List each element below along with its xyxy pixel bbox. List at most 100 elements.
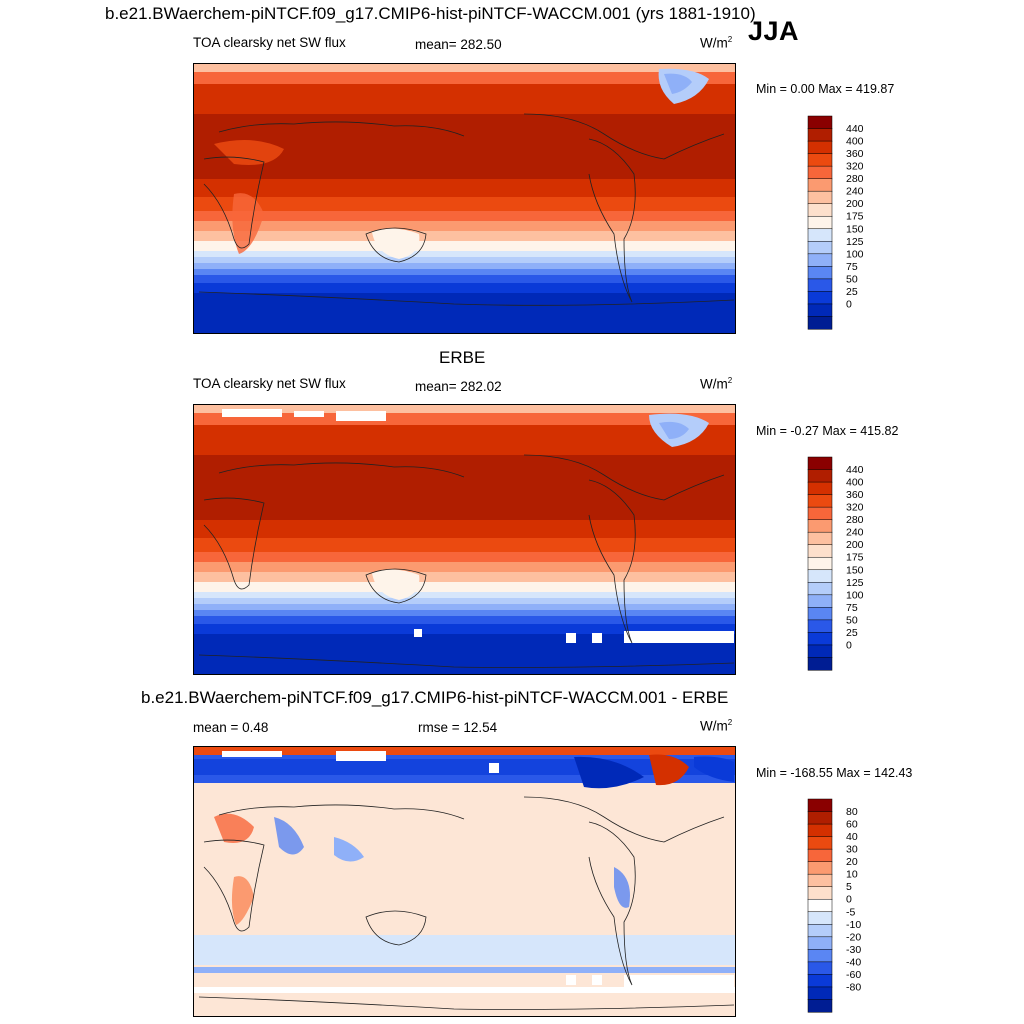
panel-2-minmax: Min = -0.27 Max = 415.82 [756, 424, 899, 438]
colorbar-tick-label: 200 [846, 198, 864, 210]
colorbar-segment [807, 153, 833, 167]
colorbar-segment [807, 873, 833, 888]
colorbar-segment [807, 657, 833, 671]
colorbar-tick-label: 50 [846, 273, 858, 285]
colorbar-tick-label: 60 [846, 819, 858, 831]
colorbar-segment [807, 190, 833, 205]
colorbar-segment [807, 544, 833, 558]
colorbar-segment [807, 823, 833, 838]
colorbar-segment [807, 886, 833, 900]
colorbar-segment [807, 519, 833, 533]
colorbar-segment [807, 569, 833, 583]
panel-3-map [193, 746, 736, 1017]
colorbar-tick-label: 25 [846, 286, 858, 298]
colorbar-tick-label: 320 [846, 161, 864, 173]
panel-1-map [193, 63, 736, 334]
colorbar-segment [807, 253, 833, 267]
colorbar-segment [807, 974, 833, 988]
colorbar-tick-label: 0 [846, 639, 852, 651]
colorbar-tick-label: 25 [846, 627, 858, 639]
colorbar-tick-label: 440 [846, 464, 864, 476]
colorbar-segment [807, 128, 833, 142]
panel-2-units: W/m2 [700, 376, 733, 392]
colorbar-segment [807, 986, 833, 1001]
colorbar-segment [807, 632, 833, 646]
panel-3-title: b.e21.BWaerchem-piNTCF.f09_g17.CMIP6-his… [141, 688, 729, 707]
colorbar-tick-label: 320 [846, 502, 864, 514]
colorbar-tick-label: 0 [846, 298, 852, 310]
colorbar-tick-label: -60 [846, 969, 861, 981]
colorbar-segment [807, 924, 833, 938]
colorbar-tick-label: 20 [846, 856, 858, 868]
colorbar-tick-label: -20 [846, 931, 861, 943]
colorbar-tick-label: 240 [846, 186, 864, 198]
colorbar-segment [807, 961, 833, 975]
colorbar-tick-label: 360 [846, 489, 864, 501]
colorbar-segment [807, 456, 833, 471]
colorbar-segment [807, 165, 833, 180]
colorbar-tick-label: -80 [846, 981, 861, 993]
panel-3-mean: mean = 0.48 [193, 720, 269, 735]
colorbar-segment [807, 278, 833, 292]
colorbar-tick-label: 280 [846, 173, 864, 185]
colorbar-segment [807, 811, 833, 825]
colorbar-tick-label: 80 [846, 806, 858, 818]
panel-2-map [193, 404, 736, 675]
colorbar-tick-label: 240 [846, 527, 864, 539]
plot-main-title: b.e21.BWaerchem-piNTCF.f09_g17.CMIP6-his… [105, 4, 756, 23]
colorbar-tick-label: 5 [846, 881, 852, 893]
panel-2-colorbar: 440 400 360 320 280 240 200 175 150 125 100 75 50 25 0 [807, 456, 864, 671]
colorbar-tick-label: -40 [846, 956, 861, 968]
colorbar-segment [807, 303, 833, 318]
colorbar-segment [807, 594, 833, 608]
colorbar-segment [807, 506, 833, 521]
colorbar-tick-label: -30 [846, 944, 861, 956]
panel-3-units: W/m2 [700, 718, 733, 734]
colorbar-tick-label: 400 [846, 477, 864, 489]
panel-3-rmse: rmse = 12.54 [418, 720, 498, 735]
panel-3-colorbar: 80 60 40 30 20 10 5 0 -5 -10 -20 -30 -40 -60 -80 [807, 798, 861, 1013]
colorbar-tick-label: 150 [846, 223, 864, 235]
colorbar-segment [807, 936, 833, 950]
colorbar-tick-label: 100 [846, 248, 864, 260]
colorbar-tick-label: 280 [846, 514, 864, 526]
colorbar-tick-label: 200 [846, 539, 864, 551]
colorbar-tick-label: 175 [846, 552, 864, 564]
colorbar-segment [807, 481, 833, 496]
colorbar-tick-label: -5 [846, 906, 855, 918]
colorbar-tick-label: 100 [846, 589, 864, 601]
colorbar-segment [807, 203, 833, 217]
colorbar-tick-label: -10 [846, 919, 861, 931]
panel-2-field-label: TOA clearsky net SW flux [193, 376, 346, 391]
colorbar-segment [807, 241, 833, 255]
colorbar-segment [807, 949, 833, 963]
panel-1-units: W/m2 [700, 35, 733, 51]
panel-1-minmax: Min = 0.00 Max = 419.87 [756, 82, 895, 96]
colorbar-segment [807, 644, 833, 659]
colorbar-tick-label: 440 [846, 123, 864, 135]
colorbar-tick-label: 0 [846, 894, 852, 906]
colorbar-segment [807, 228, 833, 242]
colorbar-segment [807, 798, 833, 813]
colorbar-segment [807, 215, 833, 230]
colorbar-segment [807, 291, 833, 305]
colorbar-tick-label: 150 [846, 564, 864, 576]
colorbar-segment [807, 607, 833, 621]
colorbar-segment [807, 140, 833, 155]
panel-1-field-label: TOA clearsky net SW flux [193, 35, 346, 50]
colorbar-segment [807, 316, 833, 330]
colorbar-tick-label: 50 [846, 614, 858, 626]
colorbar-tick-label: 40 [846, 831, 858, 843]
colorbar-tick-label: 360 [846, 148, 864, 160]
colorbar-segment [807, 494, 833, 508]
colorbar-segment [807, 531, 833, 546]
colorbar-tick-label: 75 [846, 261, 858, 273]
panel-2-mean: mean= 282.02 [415, 379, 502, 394]
panel-2-title: ERBE [439, 348, 486, 367]
colorbar-tick-label: 10 [846, 869, 858, 881]
colorbar-segment [807, 999, 833, 1013]
colorbar-segment [807, 178, 833, 192]
colorbar-segment [807, 898, 833, 913]
colorbar-segment [807, 619, 833, 633]
colorbar-tick-label: 125 [846, 236, 864, 248]
